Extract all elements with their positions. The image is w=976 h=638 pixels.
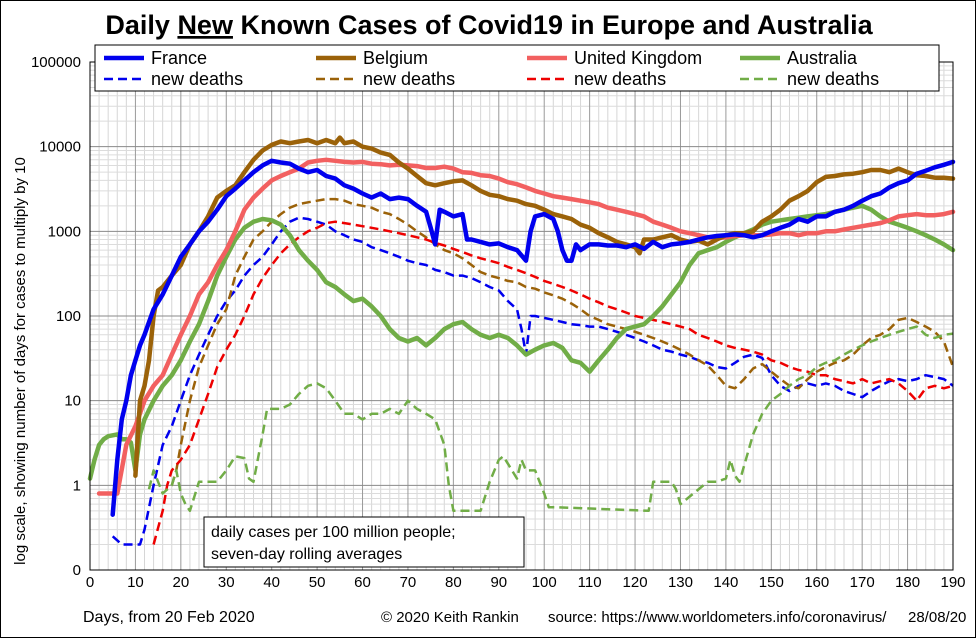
x-tick-label: 10 xyxy=(127,574,144,591)
series-line-0 xyxy=(110,158,956,517)
series-line-2 xyxy=(96,157,956,496)
annotation-line-1: daily cases per 100 million people; xyxy=(211,524,456,541)
x-axis-ticks: 0 10 20 30 40 50 60 70 80 90 100 110 120 130 140 150 160… xyxy=(86,574,966,591)
y-axis-ticks: 0 1 10 100 1000 10000 100000 xyxy=(31,54,81,579)
legend-label: Australia xyxy=(787,48,858,68)
series-group xyxy=(87,135,956,546)
series-line-4 xyxy=(111,216,954,546)
x-tick-label: 80 xyxy=(445,574,462,591)
x-tick-label: 90 xyxy=(490,574,507,591)
title-part-1: Daily xyxy=(105,10,177,40)
x-tick-label: 70 xyxy=(400,574,417,591)
y-tick-label: 100 xyxy=(56,308,81,325)
legend-label: new deaths xyxy=(151,69,243,89)
x-tick-label: 190 xyxy=(940,574,965,591)
x-tick-label: 180 xyxy=(895,574,920,591)
x-tick-label: 170 xyxy=(850,574,875,591)
x-tick-label: 20 xyxy=(172,574,189,591)
series-line-3 xyxy=(87,203,956,481)
copyright-text: © 2020 Keith Rankin xyxy=(381,609,519,626)
x-tick-label: 60 xyxy=(354,574,371,591)
y-tick-label: 1 xyxy=(73,477,81,494)
x-axis-label: Days, from 20 Feb 2020 xyxy=(83,609,255,626)
x-tick-label: 40 xyxy=(263,574,280,591)
x-tick-label: 120 xyxy=(623,574,648,591)
x-tick-label: 110 xyxy=(578,574,602,591)
annotation-line-2: seven-day rolling averages xyxy=(211,546,402,563)
title-part-3: Known Cases xyxy=(233,10,418,40)
x-tick-label: 0 xyxy=(86,574,94,591)
x-tick-label: 100 xyxy=(532,574,557,591)
legend-label: United Kingdom xyxy=(574,48,702,68)
x-tick-label: 30 xyxy=(218,574,235,591)
legend-label: France xyxy=(151,48,207,68)
y-tick-label: 1000 xyxy=(48,223,81,240)
y-tick-label: 10000 xyxy=(39,139,81,156)
series-line-1 xyxy=(133,135,956,478)
annotation-box: daily cases per 100 million people; seve… xyxy=(203,516,525,568)
x-tick-label: 50 xyxy=(309,574,326,591)
x-tick-label: 140 xyxy=(713,574,738,591)
grid xyxy=(89,61,954,571)
y-tick-label: 0 xyxy=(73,562,81,579)
title-part-2: New xyxy=(177,10,234,40)
annotation-frame xyxy=(203,516,525,568)
legend-label: Belgium xyxy=(363,48,428,68)
x-tick-label: 160 xyxy=(804,574,829,591)
legend-box xyxy=(94,44,940,92)
date-text: 28/08/20 xyxy=(908,609,966,626)
y-tick-label: 100000 xyxy=(31,54,81,71)
y-axis-label: log scale, showing number of days for ca… xyxy=(12,157,29,565)
chart-title: Daily New Known Cases of Covid19 in Euro… xyxy=(105,10,873,40)
series-line-6 xyxy=(152,220,954,545)
series-line-5 xyxy=(170,197,955,486)
legend-label: new deaths xyxy=(787,69,879,89)
legend-items: France Belgium United Kingdom Australianew … xyxy=(104,48,879,89)
title-part-4: of Covid19 in Europe and Australia xyxy=(418,10,874,40)
x-tick-label: 130 xyxy=(668,574,693,591)
legend-label: new deaths xyxy=(574,69,666,89)
series-line-7 xyxy=(147,325,954,513)
x-tick-label: 150 xyxy=(759,574,784,591)
legend-label: new deaths xyxy=(363,69,455,89)
source-text: source: https://www.worldometers.info/co… xyxy=(548,609,887,626)
legend: France Belgium United Kingdom Australianew … xyxy=(94,44,940,92)
y-tick-label: 10 xyxy=(64,393,81,410)
